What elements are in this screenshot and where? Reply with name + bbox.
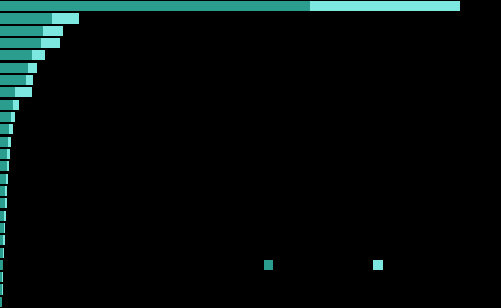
Bar [0, 235, 4, 245]
Bar [2, 272, 3, 282]
Bar [53, 14, 79, 23]
Bar [0, 14, 53, 23]
Bar [3, 260, 4, 270]
Bar [264, 260, 273, 270]
Bar [10, 124, 13, 134]
Bar [43, 26, 63, 36]
Bar [0, 297, 2, 307]
Bar [13, 100, 19, 110]
Bar [26, 75, 34, 85]
Bar [16, 87, 32, 97]
Bar [0, 75, 26, 85]
Bar [8, 137, 12, 147]
Bar [0, 149, 7, 159]
Bar [0, 63, 28, 73]
Bar [5, 198, 7, 208]
Bar [0, 186, 6, 196]
Bar [0, 211, 5, 221]
Bar [0, 137, 8, 147]
Bar [0, 161, 7, 171]
Bar [0, 223, 4, 233]
Bar [28, 63, 38, 73]
Bar [6, 174, 8, 184]
Bar [0, 174, 6, 184]
Bar [0, 1, 310, 11]
Bar [3, 248, 4, 257]
Bar [4, 223, 5, 233]
Bar [0, 285, 2, 294]
Bar [2, 285, 3, 294]
Bar [0, 26, 43, 36]
Bar [11, 112, 16, 122]
Bar [0, 198, 5, 208]
Bar [310, 1, 460, 11]
Bar [6, 186, 8, 196]
Bar [0, 124, 10, 134]
Bar [7, 161, 9, 171]
Bar [0, 51, 32, 60]
Bar [0, 38, 41, 48]
Bar [5, 211, 6, 221]
Bar [0, 272, 2, 282]
Bar [0, 100, 13, 110]
Bar [0, 260, 3, 270]
Bar [41, 38, 60, 48]
Bar [0, 112, 11, 122]
Bar [7, 149, 10, 159]
Bar [2, 297, 3, 307]
Bar [32, 51, 45, 60]
Bar [4, 235, 5, 245]
Bar [373, 260, 383, 270]
Bar [0, 87, 16, 97]
Bar [0, 248, 3, 257]
